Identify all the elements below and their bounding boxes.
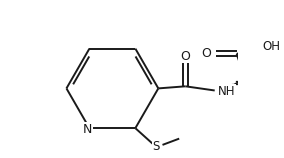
Text: O: O	[202, 47, 212, 60]
Text: O: O	[181, 49, 190, 63]
Text: NH: NH	[218, 85, 235, 98]
Text: N: N	[83, 123, 92, 136]
Text: OH: OH	[263, 40, 281, 53]
Text: S: S	[153, 140, 160, 153]
